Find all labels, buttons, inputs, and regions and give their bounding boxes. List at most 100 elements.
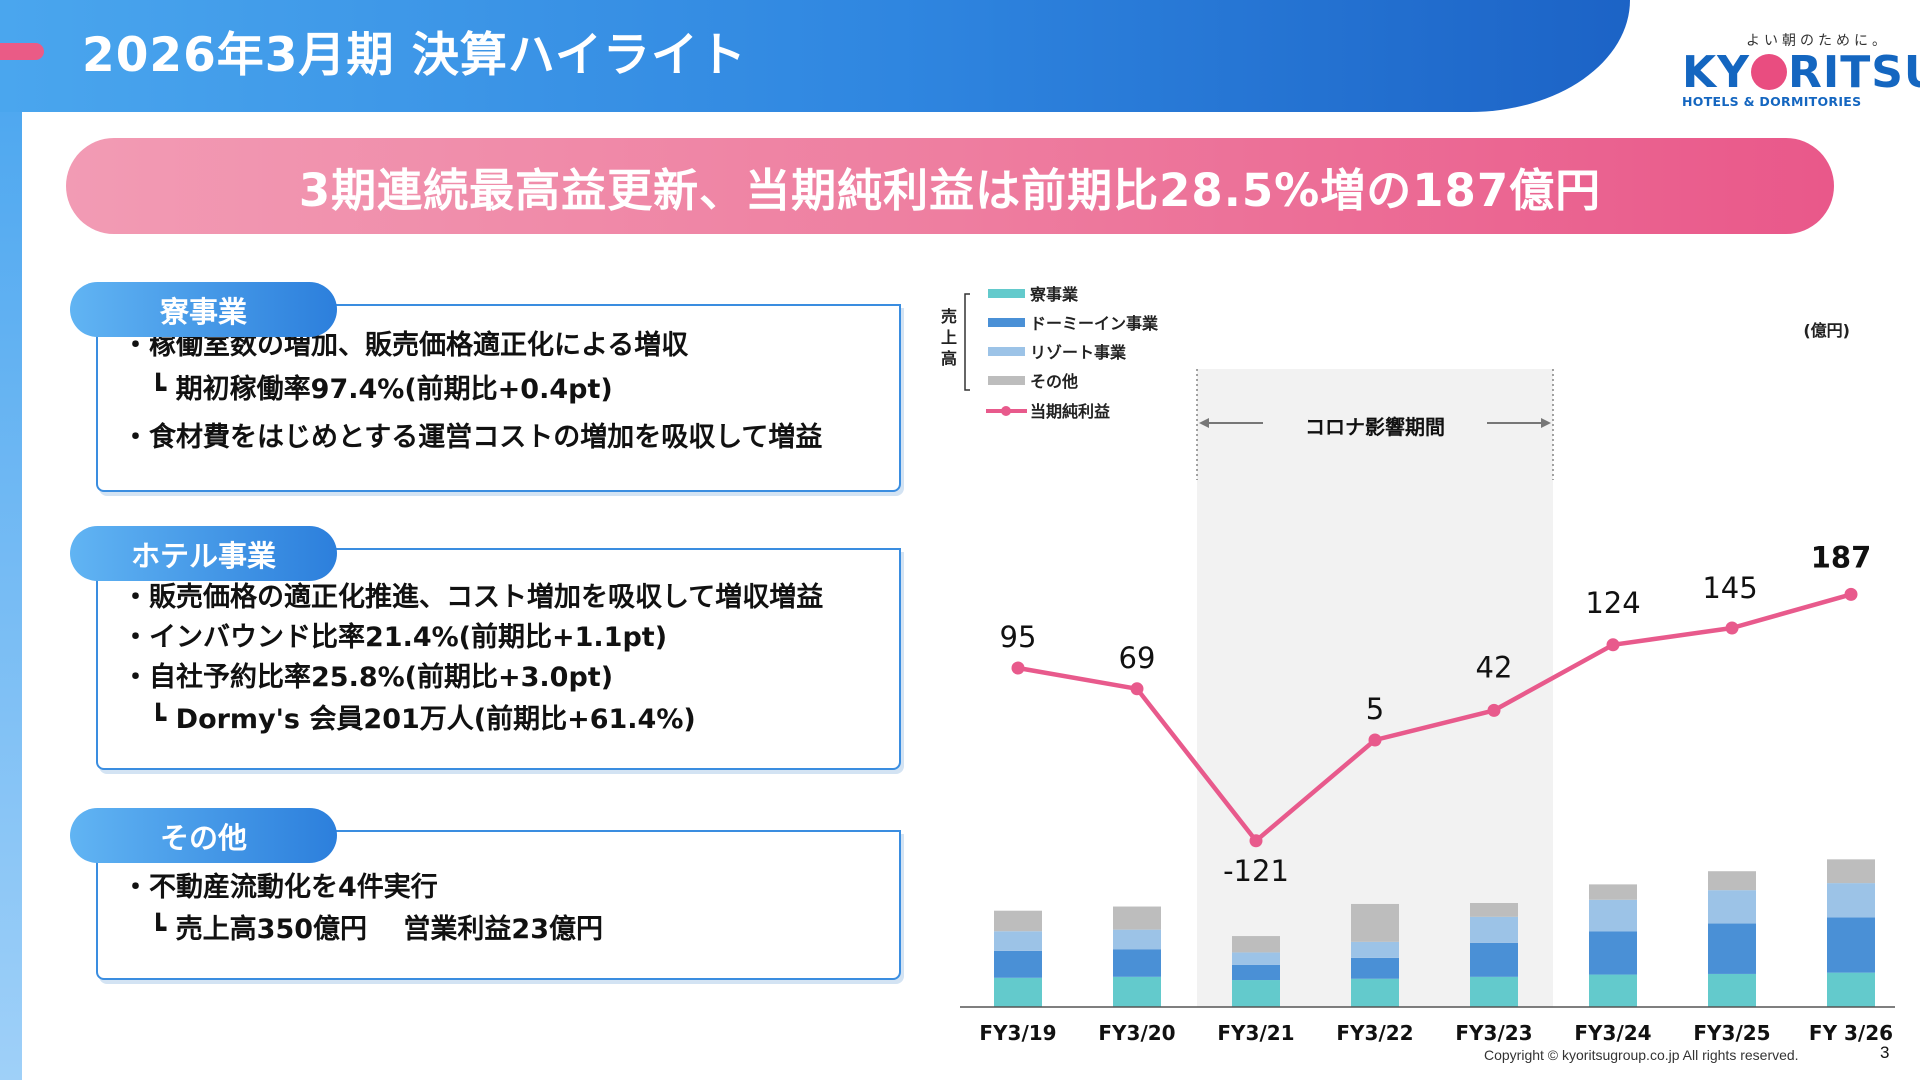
bar-1-1: [1113, 949, 1161, 977]
left-accent-strip: [0, 112, 22, 1080]
legend-label-3: その他: [1030, 372, 1078, 391]
bar-2-5: [1589, 899, 1637, 932]
highlight-band: [1197, 369, 1553, 1007]
bar-2-0: [994, 931, 1042, 951]
accent-tab: [0, 43, 44, 60]
sub-bullet-item: ┗ 期初稼働率97.4%(前期比+0.4pt): [150, 374, 613, 405]
headline-text: 3期連続最高益更新、当期純利益は前期比28.5%増の187億円: [298, 163, 1602, 217]
page-number: 3: [1880, 1043, 1890, 1062]
logo-wordmark: KY RITSU: [1682, 48, 1920, 98]
section-hotel: ・販売価格の適正化推進、コスト増加を吸収して増収増益 ・インバウンド比率21.4…: [70, 526, 905, 776]
logo-subtitle: HOTELS & DORMITORIES: [1682, 94, 1862, 109]
bar-1-0: [994, 950, 1042, 978]
bar-2-7: [1827, 883, 1875, 918]
bar-2-3: [1351, 941, 1399, 958]
bar-1-7: [1827, 917, 1875, 973]
unit-label: (億円): [1803, 321, 1850, 340]
logo-tagline: よい朝のために。: [1746, 33, 1890, 49]
net-income-label-6: 145: [1702, 571, 1757, 605]
bar-0-6: [1708, 973, 1756, 1007]
sub-bullet-item: ┗ Dormy's 会員201万人(前期比+61.4%): [150, 704, 696, 735]
legend-swatch-0: [988, 289, 1025, 298]
bar-0-3: [1351, 978, 1399, 1007]
logo-word-right: RITSU: [1787, 47, 1920, 98]
net-income-label-2: -121: [1223, 854, 1289, 888]
net-income-label-0: 95: [1000, 620, 1037, 654]
bar-2-2: [1232, 952, 1280, 965]
net-income-point-5: [1606, 638, 1620, 652]
section-box: ・販売価格の適正化推進、コスト増加を吸収して増収増益 ・インバウンド比率21.4…: [96, 548, 901, 770]
section-title-pill: その他: [70, 808, 337, 863]
bar-0-0: [994, 977, 1042, 1007]
legend-swatch-1: [988, 318, 1025, 327]
net-income-line: [1017, 592, 1852, 844]
sub-bullet-item: ┗ 売上高350億円 営業利益23億円: [150, 914, 603, 945]
bullet-item: ・食材費をはじめとする運営コストの増加を吸収して増益: [122, 422, 823, 453]
legend-swatch-2: [988, 347, 1025, 356]
bar-2-6: [1708, 890, 1756, 924]
bar-0-5: [1589, 974, 1637, 1007]
bullet-item: ・販売価格の適正化推進、コスト増加を吸収して増収増益: [122, 582, 824, 613]
highlight-label: コロナ影響期間: [1305, 415, 1445, 439]
bullet-item: ・インバウンド比率21.4%(前期比+1.1pt): [122, 622, 668, 653]
page-title: 2026年3月期 決算ハイライト: [82, 28, 747, 83]
bar-3-0: [994, 910, 1042, 932]
legend-label-line: 当期純利益: [1030, 402, 1110, 421]
sales-group-label-char-0: 売: [941, 307, 957, 326]
net-income-label-7: 187: [1811, 540, 1872, 574]
legend-label-2: リゾート事業: [1030, 343, 1127, 362]
bar-0-4: [1470, 976, 1518, 1007]
x-tick-label-5: FY3/24: [1574, 1021, 1651, 1045]
chart-area: コロナ影響期間 FY3/19 FY3/20 FY3/21 FY3/22 FY3/23 FY3…: [930, 270, 1910, 1080]
sales-group-label-char-1: 上: [941, 328, 957, 347]
bar-3-4: [1470, 902, 1518, 917]
legend-swatch-3: [988, 376, 1025, 385]
bar-1-2: [1232, 964, 1280, 981]
net-income-point-3: [1368, 733, 1382, 747]
header-band: [0, 0, 1630, 112]
bar-3-7: [1827, 859, 1875, 884]
bar-1-6: [1708, 923, 1756, 974]
bar-3-6: [1708, 871, 1756, 891]
x-tick-label-3: FY3/22: [1336, 1021, 1413, 1045]
x-tick-label-1: FY3/20: [1098, 1021, 1175, 1045]
section-title-pill: 寮事業: [70, 282, 337, 337]
sales-group-label-char-2: 高: [941, 349, 957, 368]
highlight-arrow-left-head: [1199, 418, 1209, 428]
net-income-label-4: 42: [1476, 650, 1513, 684]
x-tick-label-4: FY3/23: [1455, 1021, 1532, 1045]
bar-3-1: [1113, 906, 1161, 930]
x-tick-label-2: FY3/21: [1217, 1021, 1294, 1045]
bar-3-3: [1351, 903, 1399, 942]
legend-bracket: [964, 293, 970, 391]
net-income-point-0: [1011, 661, 1025, 675]
bar-2-1: [1113, 929, 1161, 950]
x-tick-label-6: FY3/25: [1693, 1021, 1770, 1045]
net-income-point-6: [1725, 621, 1739, 635]
bar-1-3: [1351, 957, 1399, 979]
headline-banner: 3期連続最高益更新、当期純利益は前期比28.5%増の187億円: [66, 138, 1834, 234]
legend-label-1: ドーミーイン事業: [1030, 314, 1159, 333]
legend-line-marker: [1001, 406, 1011, 416]
bullet-item: ・不動産流動化を4件実行: [122, 872, 438, 903]
net-income-label-1: 69: [1119, 641, 1156, 675]
x-tick-label-0: FY3/19: [979, 1021, 1056, 1045]
bar-3-2: [1232, 936, 1280, 953]
section-box: ・稼働室数の増加、販売価格適正化による増収 ┗ 期初稼働率97.4%(前期比+0…: [96, 304, 901, 492]
bar-3-5: [1589, 884, 1637, 900]
net-income-label-3: 5: [1366, 692, 1384, 726]
bar-0-7: [1827, 972, 1875, 1007]
bullet-item: ・自社予約比率25.8%(前期比+3.0pt): [122, 662, 614, 693]
logo-word-left: KY: [1682, 47, 1750, 98]
net-income-point-4: [1487, 703, 1501, 717]
bar-0-1: [1113, 976, 1161, 1007]
net-income-point-2: [1249, 834, 1263, 848]
highlight-arrow-right-head: [1541, 418, 1551, 428]
bar-0-2: [1232, 980, 1280, 1007]
logo-sun-icon: [1750, 54, 1787, 90]
legend-label-0: 寮事業: [1029, 285, 1079, 304]
bar-1-4: [1470, 942, 1518, 977]
section-title-pill: ホテル事業: [70, 526, 337, 581]
net-income-point-7: [1844, 587, 1858, 601]
bar-1-5: [1589, 931, 1637, 975]
